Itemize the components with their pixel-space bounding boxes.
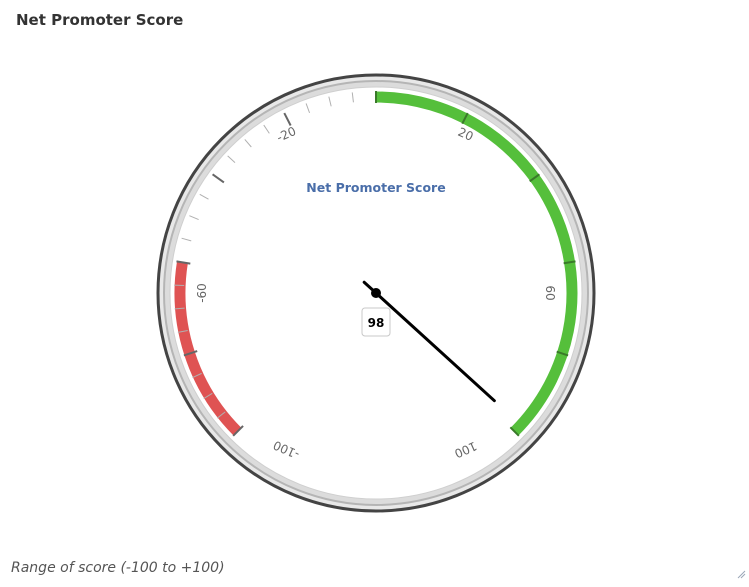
gauge-title: Net Promoter Score — [306, 180, 445, 195]
tick-label: -60 — [195, 283, 209, 303]
resize-handle-icon[interactable] — [736, 569, 746, 579]
needle-pivot — [371, 288, 381, 298]
value-label: 98 — [368, 316, 385, 330]
tick-label: 60 — [543, 285, 557, 300]
footer-note: Range of score (-100 to +100) — [11, 560, 225, 576]
